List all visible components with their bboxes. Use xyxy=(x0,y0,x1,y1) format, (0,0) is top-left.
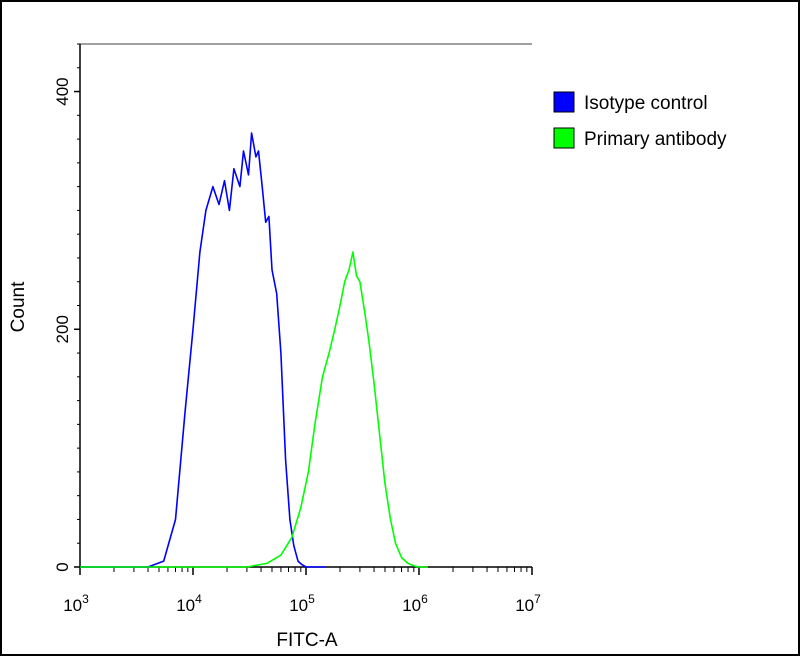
x-tick-base: 10 xyxy=(515,596,534,615)
x-tick-base: 10 xyxy=(63,596,82,615)
x-tick-exponent: 4 xyxy=(195,592,202,606)
series-line-primary-antibody xyxy=(80,251,428,568)
x-tick-exponent: 3 xyxy=(82,592,89,606)
legend-label-isotype: Isotype control xyxy=(584,93,708,114)
x-tick-label: 107 xyxy=(515,592,541,615)
x-tick-label: 105 xyxy=(289,592,315,615)
legend-swatch-isotype xyxy=(553,91,575,113)
x-tick-base: 10 xyxy=(289,596,308,615)
x-tick-exponent: 5 xyxy=(308,592,315,606)
x-tick-base: 10 xyxy=(402,596,421,615)
legend-swatch-primary xyxy=(553,127,575,149)
legend-label-primary: Primary antibody xyxy=(584,129,727,150)
x-tick-exponent: 6 xyxy=(421,592,428,606)
y-tick-label: 200 xyxy=(53,315,72,343)
series-line-isotype-control xyxy=(80,132,326,568)
y-axis-title: Count xyxy=(8,281,29,332)
legend: Isotype control Primary antibody xyxy=(553,91,727,150)
series-group xyxy=(80,132,428,568)
x-tick-base: 10 xyxy=(176,596,195,615)
x-tick-exponent: 7 xyxy=(534,592,541,606)
x-axis-title: FITC-A xyxy=(276,630,338,651)
y-tick-label: 0 xyxy=(53,562,72,571)
plot-area xyxy=(79,43,532,568)
x-tick-label: 104 xyxy=(176,592,202,615)
x-tick-label: 106 xyxy=(402,592,428,615)
y-tick-label: 400 xyxy=(53,77,72,105)
x-tick-label: 103 xyxy=(63,592,89,615)
